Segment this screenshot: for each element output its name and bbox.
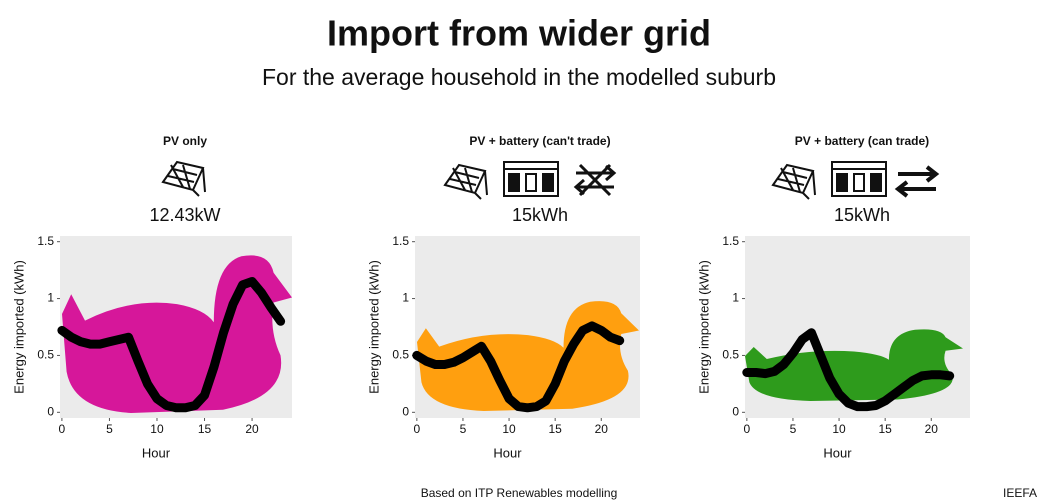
x-axis-label: Hour: [823, 445, 852, 460]
y-axis-label: Energy imported (kWh): [696, 260, 711, 394]
y-tick-label: 1: [732, 291, 739, 305]
x-tick-label: 10: [502, 422, 516, 436]
y-axis-label: Energy imported (kWh): [11, 260, 26, 394]
y-tick-label: 0.5: [392, 348, 409, 362]
capacity-label: 15kWh: [834, 205, 890, 225]
battery-icon: [503, 161, 559, 197]
x-tick-label: 20: [925, 422, 939, 436]
panel-title: PV only: [163, 134, 207, 148]
y-tick-label: 1: [47, 291, 54, 305]
x-tick-label: 15: [198, 422, 212, 436]
source: Based on ITP Renewables modelling: [421, 486, 618, 500]
line: [57, 277, 286, 413]
x-axis-label: Hour: [493, 445, 522, 460]
y-tick-label: 0: [47, 404, 54, 418]
y-tick-label: 0.5: [722, 348, 739, 362]
y-tick-label: 0: [402, 404, 409, 418]
x-tick-label: 10: [832, 422, 846, 436]
y-tick-label: 1.5: [37, 234, 54, 248]
brand: IEEFA: [1003, 486, 1037, 500]
panel-title: PV + battery (can trade): [795, 134, 929, 148]
x-tick-label: 20: [595, 422, 609, 436]
y-tick-label: 0: [732, 404, 739, 418]
y-tick-label: 1.5: [392, 234, 409, 248]
x-tick-label: 0: [59, 422, 66, 436]
x-tick-label: 15: [878, 422, 892, 436]
capacity-label: 12.43kW: [149, 205, 220, 225]
x-tick-label: 0: [414, 422, 421, 436]
trade-icon: [894, 165, 940, 198]
battery-icon: [831, 161, 887, 197]
x-tick-label: 5: [460, 422, 467, 436]
line: [412, 321, 625, 413]
solar-icon: [443, 163, 488, 200]
solar-icon: [771, 163, 816, 200]
no-trade-icon: [573, 163, 617, 197]
x-axis-label: Hour: [142, 445, 171, 460]
y-tick-label: 1: [402, 291, 409, 305]
subtitle: For the average household in the modelle…: [262, 64, 776, 90]
x-tick-label: 5: [106, 422, 113, 436]
panel-title: PV + battery (can't trade): [469, 134, 610, 148]
y-tick-label: 1.5: [722, 234, 739, 248]
x-tick-label: 5: [790, 422, 797, 436]
y-axis-label: Energy imported (kWh): [366, 260, 381, 394]
y-tick-label: 0.5: [37, 348, 54, 362]
x-tick-label: 10: [150, 422, 164, 436]
x-tick-label: 15: [548, 422, 562, 436]
solar-icon: [161, 160, 206, 197]
x-tick-label: 0: [744, 422, 751, 436]
capacity-label: 15kWh: [512, 205, 568, 225]
x-tick-label: 20: [245, 422, 259, 436]
line: [742, 328, 955, 412]
title: Import from wider grid: [327, 13, 711, 54]
